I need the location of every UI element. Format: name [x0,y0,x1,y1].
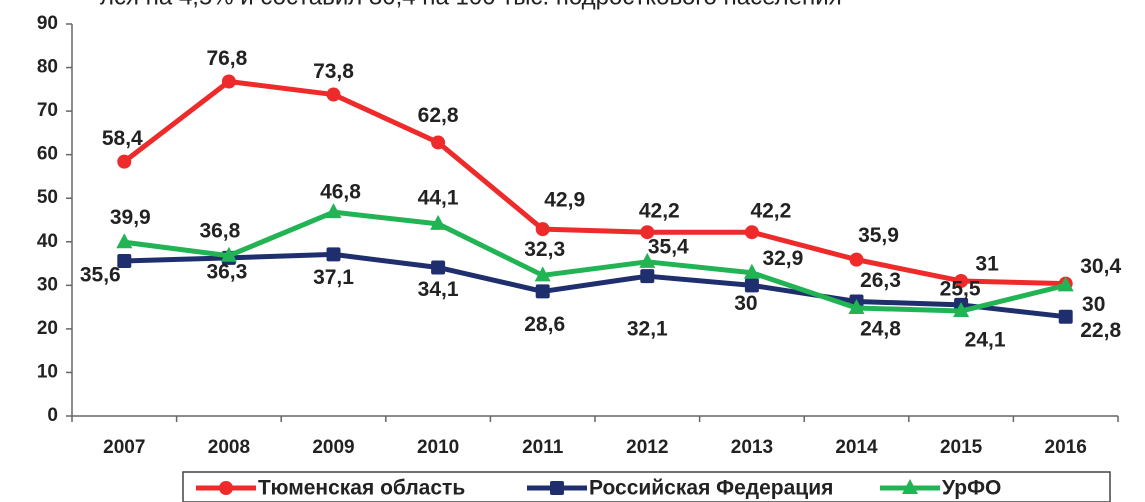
x-tick-label: 2008 [208,437,250,458]
y-tick-label: 80 [37,57,58,78]
data-label: 44,1 [418,186,459,209]
y-tick-label: 90 [37,13,58,34]
data-label: 34,1 [418,278,459,301]
data-label: 35,9 [858,224,899,247]
legend-label: Российская Федерация [589,477,833,500]
y-tick-label: 60 [37,144,58,165]
marker [116,233,133,249]
x-tick-label: 2009 [312,437,354,458]
marker [1057,276,1074,292]
data-label: 31 [975,253,999,276]
marker [743,263,760,279]
marker [640,269,655,284]
data-label: 26,3 [860,269,901,292]
data-label: 32,9 [762,247,803,270]
data-label: 32,3 [524,238,565,261]
x-tick-label: 2012 [626,437,668,458]
data-label: 42,2 [750,200,791,223]
data-label: 36,8 [199,219,240,242]
marker [117,253,132,268]
y-tick-label: 20 [37,318,58,339]
marker [902,479,918,494]
series-line [122,78,1066,287]
data-label: 22,8 [1080,319,1121,342]
data-label: 58,4 [102,127,143,150]
marker [744,225,759,240]
subtitle: лся на 4,5% и составил 30,4 на 100 тыс. … [100,0,842,10]
marker [431,260,446,275]
x-tick-label: 2011 [522,437,564,458]
data-label: 24,8 [860,318,901,341]
marker [326,87,341,102]
data-label: 35,4 [648,235,689,258]
x-tick-label: 2007 [103,437,145,458]
marker [431,135,446,150]
marker [640,225,655,240]
y-tick-label: 0 [47,405,58,426]
marker [219,481,233,495]
legend-label: УрФО [942,477,1001,500]
marker [550,481,564,495]
marker [1058,309,1073,324]
marker [639,252,656,268]
data-label: 36,3 [206,260,247,283]
data-label: 24,1 [965,329,1006,352]
series-line [124,251,1066,320]
x-tick-label: 2015 [940,437,983,458]
data-label: 73,8 [313,60,354,83]
data-label: 28,6 [524,313,565,336]
marker [744,278,759,293]
data-label: 32,1 [627,318,668,341]
data-label: 35,6 [80,263,121,286]
marker [848,298,865,314]
data-label: 62,8 [418,104,459,127]
marker [535,222,550,237]
x-tick-label: 2010 [417,437,459,458]
marker [954,273,969,288]
data-label: 76,8 [206,47,247,70]
data-label: 30 [1082,293,1105,316]
data-label: 42,9 [544,189,585,212]
y-tick-label: 10 [37,361,58,382]
x-tick-label: 2016 [1045,437,1087,458]
data-label: 37,1 [313,266,354,289]
marker [221,74,236,89]
marker [326,247,341,262]
marker [535,284,550,299]
x-tick-label: 2013 [731,437,773,458]
marker [953,302,970,318]
y-tick-label: 50 [37,187,58,208]
data-label: 42,2 [639,200,680,223]
data-label: 30,4 [1080,255,1121,278]
y-tick-label: 70 [37,100,58,121]
data-label: 25,5 [940,277,981,300]
legend-box [182,471,1111,502]
marker [534,266,551,282]
marker [849,252,864,267]
legend-label: Тюменская область [258,477,465,500]
marker [117,154,132,169]
marker [325,203,342,219]
x-tick-label: 2014 [835,437,878,458]
data-label: 39,9 [110,206,151,229]
data-label: 46,8 [320,181,361,204]
y-tick-label: 30 [37,274,58,295]
marker [220,246,237,262]
y-tick-label: 40 [37,231,58,252]
data-label: 30 [734,292,757,315]
marker [430,214,447,230]
series-line [123,209,1067,314]
